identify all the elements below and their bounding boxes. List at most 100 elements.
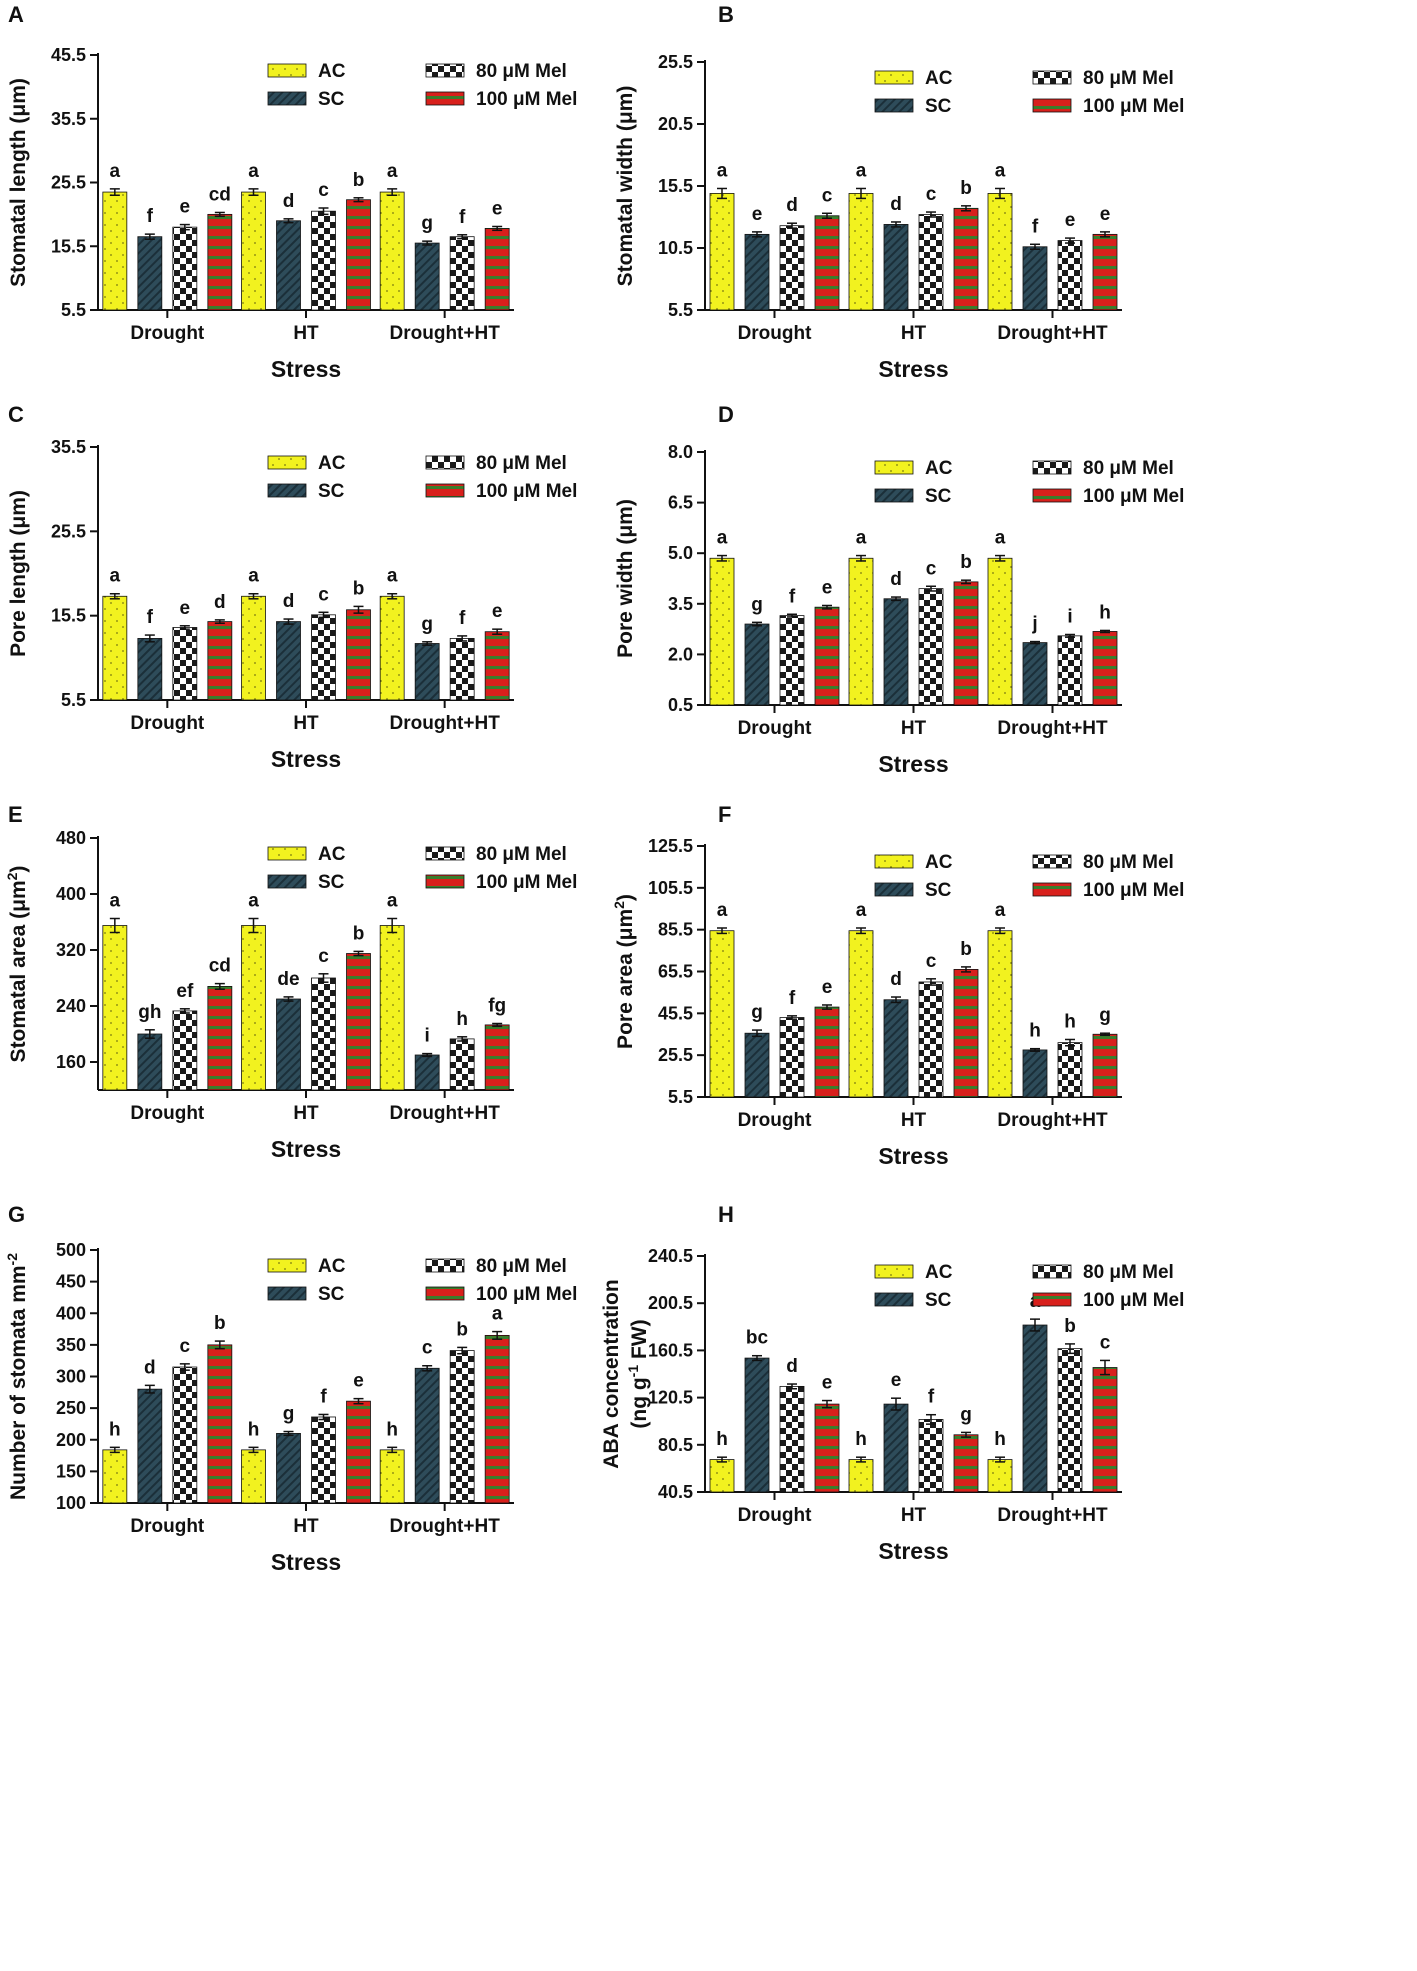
y-tick-label: 25.5 xyxy=(658,1045,693,1065)
bar-sc-drought xyxy=(744,623,770,706)
bar-sc-drought xyxy=(137,1388,163,1504)
bar-mel80-drought-ht xyxy=(449,236,475,311)
legend-label-mel80: 80 μM Mel xyxy=(1083,852,1174,873)
y-tick-label: 10.5 xyxy=(658,238,693,258)
x-tick-label: HT xyxy=(901,323,927,344)
y-tick-label: 65.5 xyxy=(658,962,693,982)
x-tick-label: Drought+HT xyxy=(997,1110,1108,1131)
significance-letter: d xyxy=(890,969,902,990)
significance-letter: g xyxy=(751,594,763,615)
legend-label-mel80: 80 μM Mel xyxy=(1083,1262,1174,1283)
x-tick-label: HT xyxy=(293,713,319,734)
x-tick-label: Drought+HT xyxy=(997,323,1108,344)
legend-label-ac: AC xyxy=(925,852,953,873)
x-axis-title: Stress xyxy=(878,751,948,777)
x-tick-label: Drought xyxy=(130,323,205,344)
significance-letter: d xyxy=(786,195,798,216)
significance-letter: d xyxy=(283,591,295,612)
y-axis-label: Pore area (μm2) xyxy=(611,894,637,1049)
bar-mel80-drought xyxy=(172,1366,198,1504)
significance-letter: e xyxy=(492,198,503,219)
x-tick-label: HT xyxy=(901,1110,927,1131)
y-tick-label: 20.5 xyxy=(658,114,693,134)
y-tick-label: 25.5 xyxy=(51,173,86,193)
x-axis-title: Stress xyxy=(878,356,948,382)
significance-letter: a xyxy=(387,161,398,182)
y-tick-label: 250 xyxy=(56,1398,86,1418)
bar-sc-drought xyxy=(137,1033,163,1091)
y-tick-label: 240.5 xyxy=(648,1246,693,1266)
panel-letter: A xyxy=(8,2,24,27)
bar-mel100-drought-ht xyxy=(484,631,510,701)
x-tick-label: Drought xyxy=(738,718,813,739)
bar-mel100-drought-ht xyxy=(1092,233,1118,311)
panel-letter: D xyxy=(718,402,734,427)
bar-ac-ht xyxy=(241,925,266,1091)
significance-letter: e xyxy=(1065,210,1076,231)
legend-label-ac: AC xyxy=(318,1256,346,1277)
significance-letter: d xyxy=(890,569,902,590)
legend-swatch-sc xyxy=(267,91,307,106)
bar-ac-drought xyxy=(102,1449,128,1504)
significance-letter: b xyxy=(960,552,972,573)
x-axis-title: Stress xyxy=(271,1549,341,1575)
legend-swatch-mel100 xyxy=(1032,98,1072,113)
legend-swatch-mel100 xyxy=(1032,1292,1072,1307)
bar-mel100-drought xyxy=(814,1403,840,1493)
significance-letter: b xyxy=(214,1313,226,1334)
bar-mel80-drought xyxy=(779,1385,805,1493)
bar-mel100-drought xyxy=(814,606,840,706)
y-tick-label: 25.5 xyxy=(51,521,86,541)
significance-letter: a xyxy=(387,891,398,912)
y-axis-label: Number of stomata mm-2 xyxy=(4,1253,30,1500)
legend-swatch-mel100 xyxy=(425,874,465,889)
significance-letter: a xyxy=(995,900,1006,921)
bar-sc-drought-ht xyxy=(414,1367,440,1504)
significance-letter: b xyxy=(353,923,365,944)
bar-mel100-ht xyxy=(346,953,371,1091)
legend-label-mel100: 100 μM Mel xyxy=(476,1284,577,1305)
bar-mel100-drought xyxy=(814,1006,840,1098)
bar-mel80-ht xyxy=(918,214,944,311)
significance-letter: h xyxy=(248,1419,260,1440)
bar-mel80-ht xyxy=(311,614,336,701)
legend-swatch-ac xyxy=(267,63,307,78)
y-tick-label: 15.5 xyxy=(658,176,693,196)
bar-mel80-ht xyxy=(918,981,944,1098)
bar-mel100-drought xyxy=(207,986,233,1091)
legend-swatch-mel80 xyxy=(425,455,465,470)
significance-letter: a xyxy=(856,528,867,549)
legend-swatch-mel100 xyxy=(425,483,465,498)
legend-swatch-ac xyxy=(874,70,914,85)
significance-letter: d xyxy=(144,1357,156,1378)
bar-mel80-ht xyxy=(311,1416,336,1504)
legend-swatch-ac xyxy=(267,1258,307,1273)
bar-mel100-ht xyxy=(346,199,371,311)
y-tick-label: 400 xyxy=(56,884,86,904)
y-tick-label: 15.5 xyxy=(51,606,86,626)
bar-mel100-drought xyxy=(207,1344,233,1504)
significance-letter: e xyxy=(1100,204,1111,225)
bar-mel80-drought xyxy=(172,1010,198,1091)
significance-letter: i xyxy=(425,1026,430,1047)
legend-label-mel80: 80 μM Mel xyxy=(1083,458,1174,479)
legend-swatch-mel80 xyxy=(425,63,465,78)
bar-mel80-drought-ht xyxy=(1057,1042,1083,1098)
legend-swatch-ac xyxy=(874,1264,914,1279)
significance-letter: cd xyxy=(209,184,231,205)
significance-letter: a xyxy=(110,161,121,182)
bar-mel100-drought-ht xyxy=(1092,1033,1118,1098)
y-tick-label: 45.5 xyxy=(658,1003,693,1023)
significance-letter: e xyxy=(180,197,191,218)
legend-swatch-mel80 xyxy=(425,846,465,861)
bar-ac-drought xyxy=(709,1459,735,1493)
y-axis-label: Stomatal length (μm) xyxy=(7,78,30,287)
x-axis-title: Stress xyxy=(878,1143,948,1169)
y-tick-label: 150 xyxy=(56,1461,86,1481)
bar-mel100-ht xyxy=(953,207,979,311)
significance-letter: d xyxy=(890,194,902,215)
significance-letter: b xyxy=(960,178,972,199)
significance-letter: f xyxy=(147,206,154,227)
legend-swatch-mel80 xyxy=(1032,460,1072,475)
